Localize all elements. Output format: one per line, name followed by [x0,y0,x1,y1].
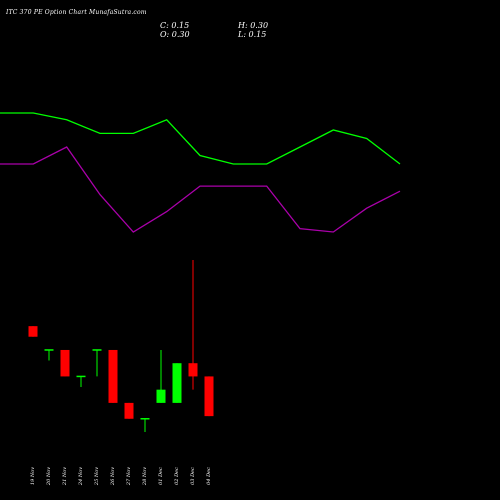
date-label: 28 Nov [142,467,148,486]
candle-body [76,375,86,378]
candle-body [124,402,134,419]
open-value: O: 0.30 [160,30,190,39]
candle [124,402,134,419]
low-value: L: 0.15 [238,30,267,39]
candle-body [172,363,182,403]
candle [108,349,118,403]
date-label: 24 Nov [78,467,84,486]
date-label: 20 Nov [46,467,52,486]
candle-body [108,349,118,403]
candle [92,349,102,377]
candle-body [188,363,198,377]
indicator-lines [0,112,401,233]
date-label: 21 Nov [62,467,68,486]
candle-body [92,349,102,351]
candle [204,376,214,417]
candle [188,260,198,390]
candle-body [28,326,38,337]
indicator-line-1 [0,112,401,165]
close-value: C: 0.15 [160,21,190,30]
high-value: H: 0.30 [238,21,269,30]
candle [140,418,150,432]
candle [60,349,70,377]
date-label: 03 Dec [190,467,196,485]
candle [28,326,38,337]
date-label: 19 Nov [30,467,36,485]
date-label: 04 Dec [206,467,212,485]
candle [156,349,166,403]
date-label: 25 Nov [94,467,100,486]
date-label: 26 Nov [110,467,116,486]
date-label: 02 Dec [174,467,180,485]
indicator-line-2 [0,146,401,233]
candle [44,349,54,361]
candle-body [204,376,214,417]
date-labels: 19 Nov 20 Nov 21 Nov 24 Nov 25 Nov 26 Nov 27 N… [30,467,212,486]
candle-body [140,418,150,420]
date-label: 27 Nov [126,467,132,486]
candle [172,363,182,403]
chart-title: ITC 370 PE Option Chart MunafaSutra.com [6,9,147,16]
date-label: 01 Dec [158,467,164,485]
candle-body [44,349,54,351]
candles [28,260,214,432]
candle [76,375,86,388]
candle-body [60,349,70,377]
candle-body [156,389,166,403]
